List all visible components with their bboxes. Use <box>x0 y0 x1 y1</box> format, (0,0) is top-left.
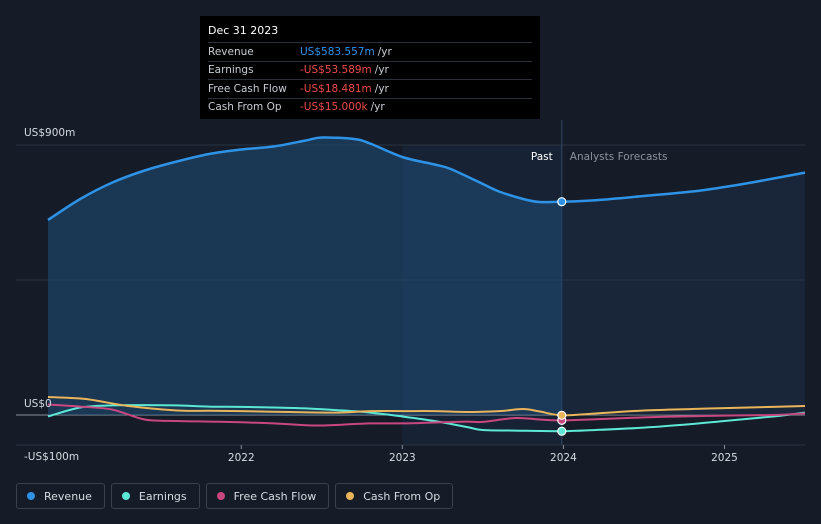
legend-dot-icon <box>346 492 355 500</box>
legend-item-free-cash-flow[interactable]: Free Cash Flow <box>205 483 330 509</box>
forecast-label: Analysts Forecasts <box>570 151 668 163</box>
legend-label: Free Cash Flow <box>233 489 317 503</box>
financial-chart: US$900m US$0 -US$100m 2022 2023 2024 2025 Past A… <box>16 120 806 464</box>
chart-lines <box>47 136 806 433</box>
x-axis-label: 2024 <box>550 452 577 464</box>
x-axis-label: 2022 <box>228 452 255 464</box>
legend-dot-icon <box>27 492 35 500</box>
legend-item-earnings[interactable]: Earnings <box>110 483 200 509</box>
revenue-area-past <box>48 137 562 416</box>
chart-legend: Revenue Earnings Free Cash Flow Cash Fro… <box>16 483 454 509</box>
revenue-area-forecast <box>561 172 805 415</box>
tooltip-row-free-cash-flow: Free Cash Flow -US$18.481m /yr <box>208 79 532 98</box>
tooltip-value: -US$18.481m <box>300 82 372 95</box>
tooltip-unit: /yr <box>374 64 389 77</box>
earnings-marker[interactable] <box>557 426 567 436</box>
tooltip-row-revenue: Revenue US$583.557m /yr <box>208 42 532 61</box>
x-axis-label: 2023 <box>389 452 416 464</box>
tooltip-label: Free Cash Flow <box>208 82 287 95</box>
legend-dot-icon <box>216 492 225 500</box>
chart-areas <box>48 137 805 416</box>
chart-labels: US$900m US$0 -US$100m 2022 2023 2024 2025 Past A… <box>24 127 738 464</box>
tooltip-value: -US$53.589m <box>300 64 372 77</box>
data-tooltip: Dec 31 2023 Revenue US$583.557m /yr Earn… <box>200 16 540 119</box>
tooltip-label: Earnings <box>208 64 254 77</box>
tooltip-unit: /yr <box>374 82 389 95</box>
earnings-line <box>47 404 806 433</box>
y-axis-label: US$900m <box>24 127 75 139</box>
revenue-marker[interactable] <box>557 197 567 207</box>
legend-item-cash-from-op[interactable]: Cash From Op <box>335 483 454 509</box>
legend-label: Revenue <box>44 489 92 503</box>
legend-label: Cash From Op <box>363 489 441 503</box>
tooltip-unit: /yr <box>377 45 392 58</box>
tooltip-row-cash-from-op: Cash From Op -US$15.000k /yr <box>208 97 532 117</box>
tooltip-value: US$583.557m <box>300 45 375 58</box>
y-axis-label: US$0 <box>24 398 52 410</box>
tooltip-date: Dec 31 2023 <box>208 24 279 37</box>
tooltip-label: Revenue <box>208 45 254 58</box>
legend-label: Earnings <box>138 489 187 503</box>
cash-from-op-marker[interactable] <box>557 410 567 420</box>
tooltip-row-earnings: Earnings -US$53.589m /yr <box>208 60 532 80</box>
tooltip-label: Cash From Op <box>208 101 282 114</box>
x-axis-label: 2025 <box>711 452 738 464</box>
free-cash-flow-line <box>47 403 806 427</box>
past-label: Past <box>531 151 553 163</box>
cash-from-op-line <box>47 396 806 417</box>
legend-item-revenue[interactable]: Revenue <box>16 483 105 509</box>
y-axis-label: -US$100m <box>24 451 79 463</box>
tooltip-unit: /yr <box>370 101 385 114</box>
chart-markers <box>557 197 567 436</box>
tooltip-value: -US$15.000k <box>300 101 368 114</box>
legend-dot-icon <box>121 492 130 500</box>
revenue-line <box>47 136 806 222</box>
